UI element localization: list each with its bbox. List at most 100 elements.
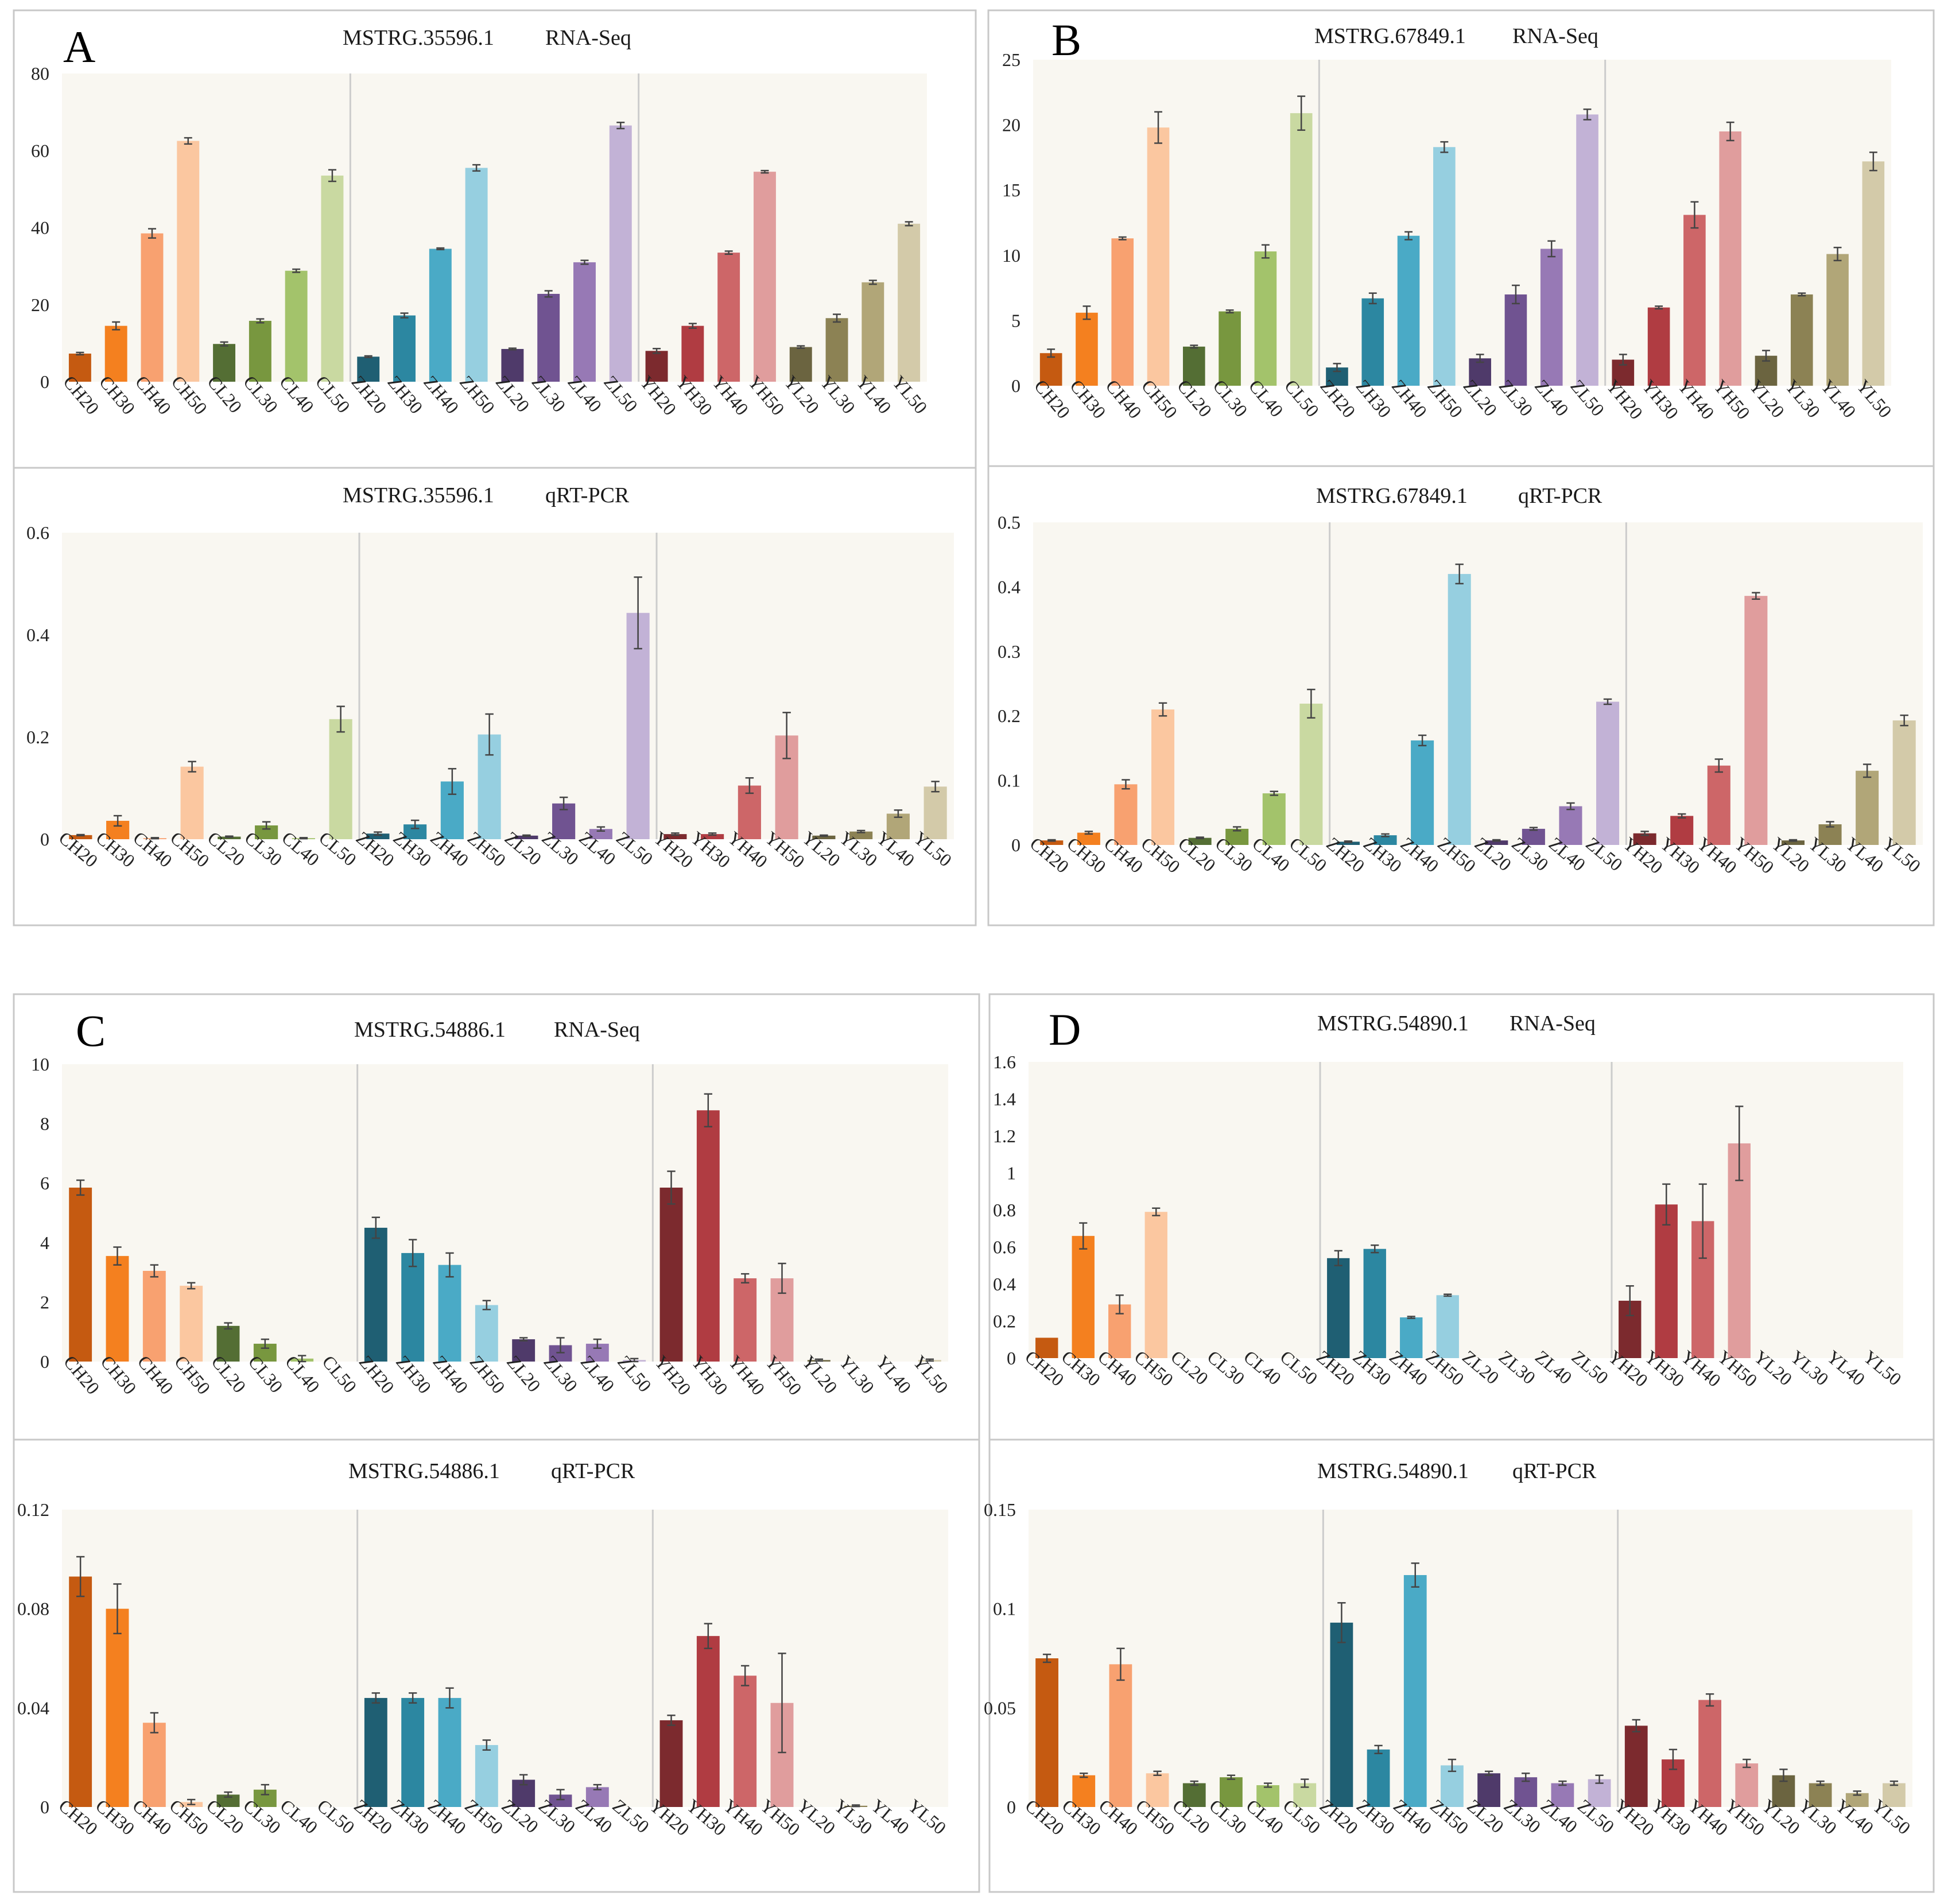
bar-zl30 bbox=[1514, 1777, 1538, 1807]
chart-D2: MSTRG.54890.1 qRT-PCR00.050.10.15CH20CH30… bbox=[984, 1459, 1915, 1840]
bar-yl50 bbox=[1883, 1783, 1906, 1807]
bar-cl30 bbox=[249, 320, 271, 382]
bar-ch30 bbox=[1072, 1775, 1096, 1807]
bar-yl40 bbox=[1856, 770, 1879, 845]
y-tick-label: 0.6 bbox=[26, 522, 49, 543]
chart-title-method: RNA-Seq bbox=[1512, 24, 1598, 48]
bar-zh20 bbox=[364, 1227, 387, 1362]
error-bar-ch40 bbox=[1115, 1294, 1124, 1314]
chart-title-method: qRT-PCR bbox=[545, 483, 630, 507]
chart-B1: B MSTRG.67849.1 RNA-Seq0510152025CH20CH30C… bbox=[1002, 15, 1896, 423]
error-bar-ch40 bbox=[1116, 1647, 1125, 1681]
error-bar-yh50 bbox=[1752, 592, 1760, 600]
bar-ch20 bbox=[69, 1576, 92, 1807]
error-bar-yh30 bbox=[704, 1093, 713, 1128]
chart-title-method: RNA-Seq bbox=[554, 1018, 640, 1042]
plot-area bbox=[62, 73, 927, 382]
bar-yl30 bbox=[1790, 294, 1813, 386]
y-tick-label: 0.2 bbox=[26, 727, 49, 747]
error-bar-cl40 bbox=[1263, 1782, 1272, 1788]
bar-zh20 bbox=[357, 356, 380, 382]
error-bar-cl40 bbox=[299, 837, 308, 840]
bar-yh40 bbox=[1683, 215, 1706, 386]
chart-title-gene: MSTRG.54890.1 bbox=[1317, 1011, 1469, 1036]
error-bar-zl20 bbox=[1492, 839, 1501, 842]
error-bar-yh20 bbox=[667, 1170, 676, 1205]
error-bar-yl50 bbox=[931, 781, 940, 793]
bar-ch50 bbox=[180, 1285, 203, 1362]
error-bar-zl30 bbox=[556, 1337, 565, 1354]
error-bar-yh40 bbox=[745, 777, 754, 794]
error-bar-yl30 bbox=[1798, 292, 1806, 297]
error-bar-ch20 bbox=[76, 1556, 85, 1597]
bar-zl40 bbox=[1559, 806, 1582, 845]
error-bar-zh40 bbox=[448, 767, 457, 795]
y-tick-label: 40 bbox=[31, 218, 49, 238]
error-bar-ch50 bbox=[184, 137, 192, 145]
bar-yh50 bbox=[1735, 1763, 1759, 1807]
y-tick-label: 1 bbox=[1007, 1163, 1016, 1184]
bar-zh20 bbox=[1330, 1622, 1353, 1807]
bar-ch20 bbox=[1040, 840, 1064, 845]
bar-ch20 bbox=[69, 835, 92, 839]
y-tick-label: 8 bbox=[40, 1114, 49, 1134]
y-tick-label: 10 bbox=[31, 1054, 49, 1075]
bar-zl20 bbox=[512, 1339, 536, 1362]
error-bar-yh40 bbox=[1705, 1693, 1714, 1707]
bar-zh30 bbox=[1373, 835, 1397, 845]
error-bar-zl50 bbox=[1595, 1774, 1604, 1784]
error-bar-zh40 bbox=[445, 1687, 454, 1709]
bar-yl20 bbox=[812, 835, 836, 839]
bar-cl50 bbox=[321, 175, 344, 382]
error-bar-yl20 bbox=[797, 345, 805, 349]
error-bar-ch40 bbox=[1122, 779, 1130, 790]
plot-area bbox=[62, 533, 954, 839]
y-tick-label: 0.4 bbox=[993, 1274, 1016, 1294]
y-tick-label: 0 bbox=[40, 1351, 49, 1372]
y-tick-label: 0.05 bbox=[984, 1697, 1016, 1718]
bar-cl20 bbox=[1183, 346, 1205, 386]
error-bar-zl40 bbox=[580, 259, 589, 265]
bar-zh40 bbox=[438, 1698, 461, 1807]
chart-A1: A MSTRG.35596.1 RNA-Seq020406080CH20CH30CH… bbox=[31, 22, 932, 419]
error-bar-zh20 bbox=[364, 355, 372, 358]
bar-ch40 bbox=[1109, 1664, 1132, 1807]
chart-title-method: RNA-Seq bbox=[1510, 1011, 1596, 1036]
chart-A2: MSTRG.35596.1 qRT-PCR00.20.40.6CH20CH30CH… bbox=[26, 483, 956, 872]
bar-cl50 bbox=[1299, 703, 1323, 845]
chart-title-method: RNA-Seq bbox=[545, 26, 631, 50]
bar-cl30 bbox=[1220, 1777, 1243, 1807]
bar-yh40 bbox=[1698, 1700, 1721, 1807]
bar-yh50 bbox=[753, 172, 776, 382]
bar-cl40 bbox=[285, 270, 308, 382]
error-bar-yh30 bbox=[704, 1623, 713, 1649]
bar-ch20 bbox=[1035, 1658, 1058, 1807]
error-bar-ch30 bbox=[1080, 1773, 1088, 1778]
error-bar-yh50 bbox=[1726, 121, 1735, 142]
chart-title-gene: MSTRG.54886.1 bbox=[348, 1459, 500, 1483]
error-bar-yl30 bbox=[856, 829, 866, 833]
error-bar-zh20 bbox=[1344, 840, 1353, 843]
error-bar-yh40 bbox=[740, 1273, 750, 1283]
bar-yh20 bbox=[659, 1720, 683, 1807]
bar-yh20 bbox=[663, 834, 687, 839]
error-bar-ch30 bbox=[1082, 305, 1091, 320]
bar-cl50 bbox=[329, 719, 352, 839]
bar-zl40 bbox=[1551, 1783, 1574, 1807]
bar-yh30 bbox=[681, 325, 704, 382]
y-tick-label: 6 bbox=[40, 1173, 49, 1193]
bar-cl40 bbox=[1254, 251, 1277, 386]
error-bar-yl40 bbox=[868, 280, 877, 285]
bar-yh50 bbox=[1744, 596, 1768, 845]
chart-title-method: qRT-PCR bbox=[1518, 484, 1602, 508]
error-bar-zh30 bbox=[400, 312, 409, 319]
plot-area bbox=[62, 1510, 948, 1807]
bar-zh30 bbox=[401, 1698, 425, 1807]
bar-zh50 bbox=[1448, 573, 1471, 845]
y-tick-label: 0.4 bbox=[998, 576, 1020, 597]
bar-zh50 bbox=[465, 168, 488, 382]
error-bar-zh40 bbox=[1404, 231, 1413, 241]
chart-title-gene: MSTRG.35596.1 bbox=[343, 26, 494, 50]
error-bar-cl40 bbox=[292, 268, 301, 273]
error-bar-yl30 bbox=[851, 1804, 860, 1808]
